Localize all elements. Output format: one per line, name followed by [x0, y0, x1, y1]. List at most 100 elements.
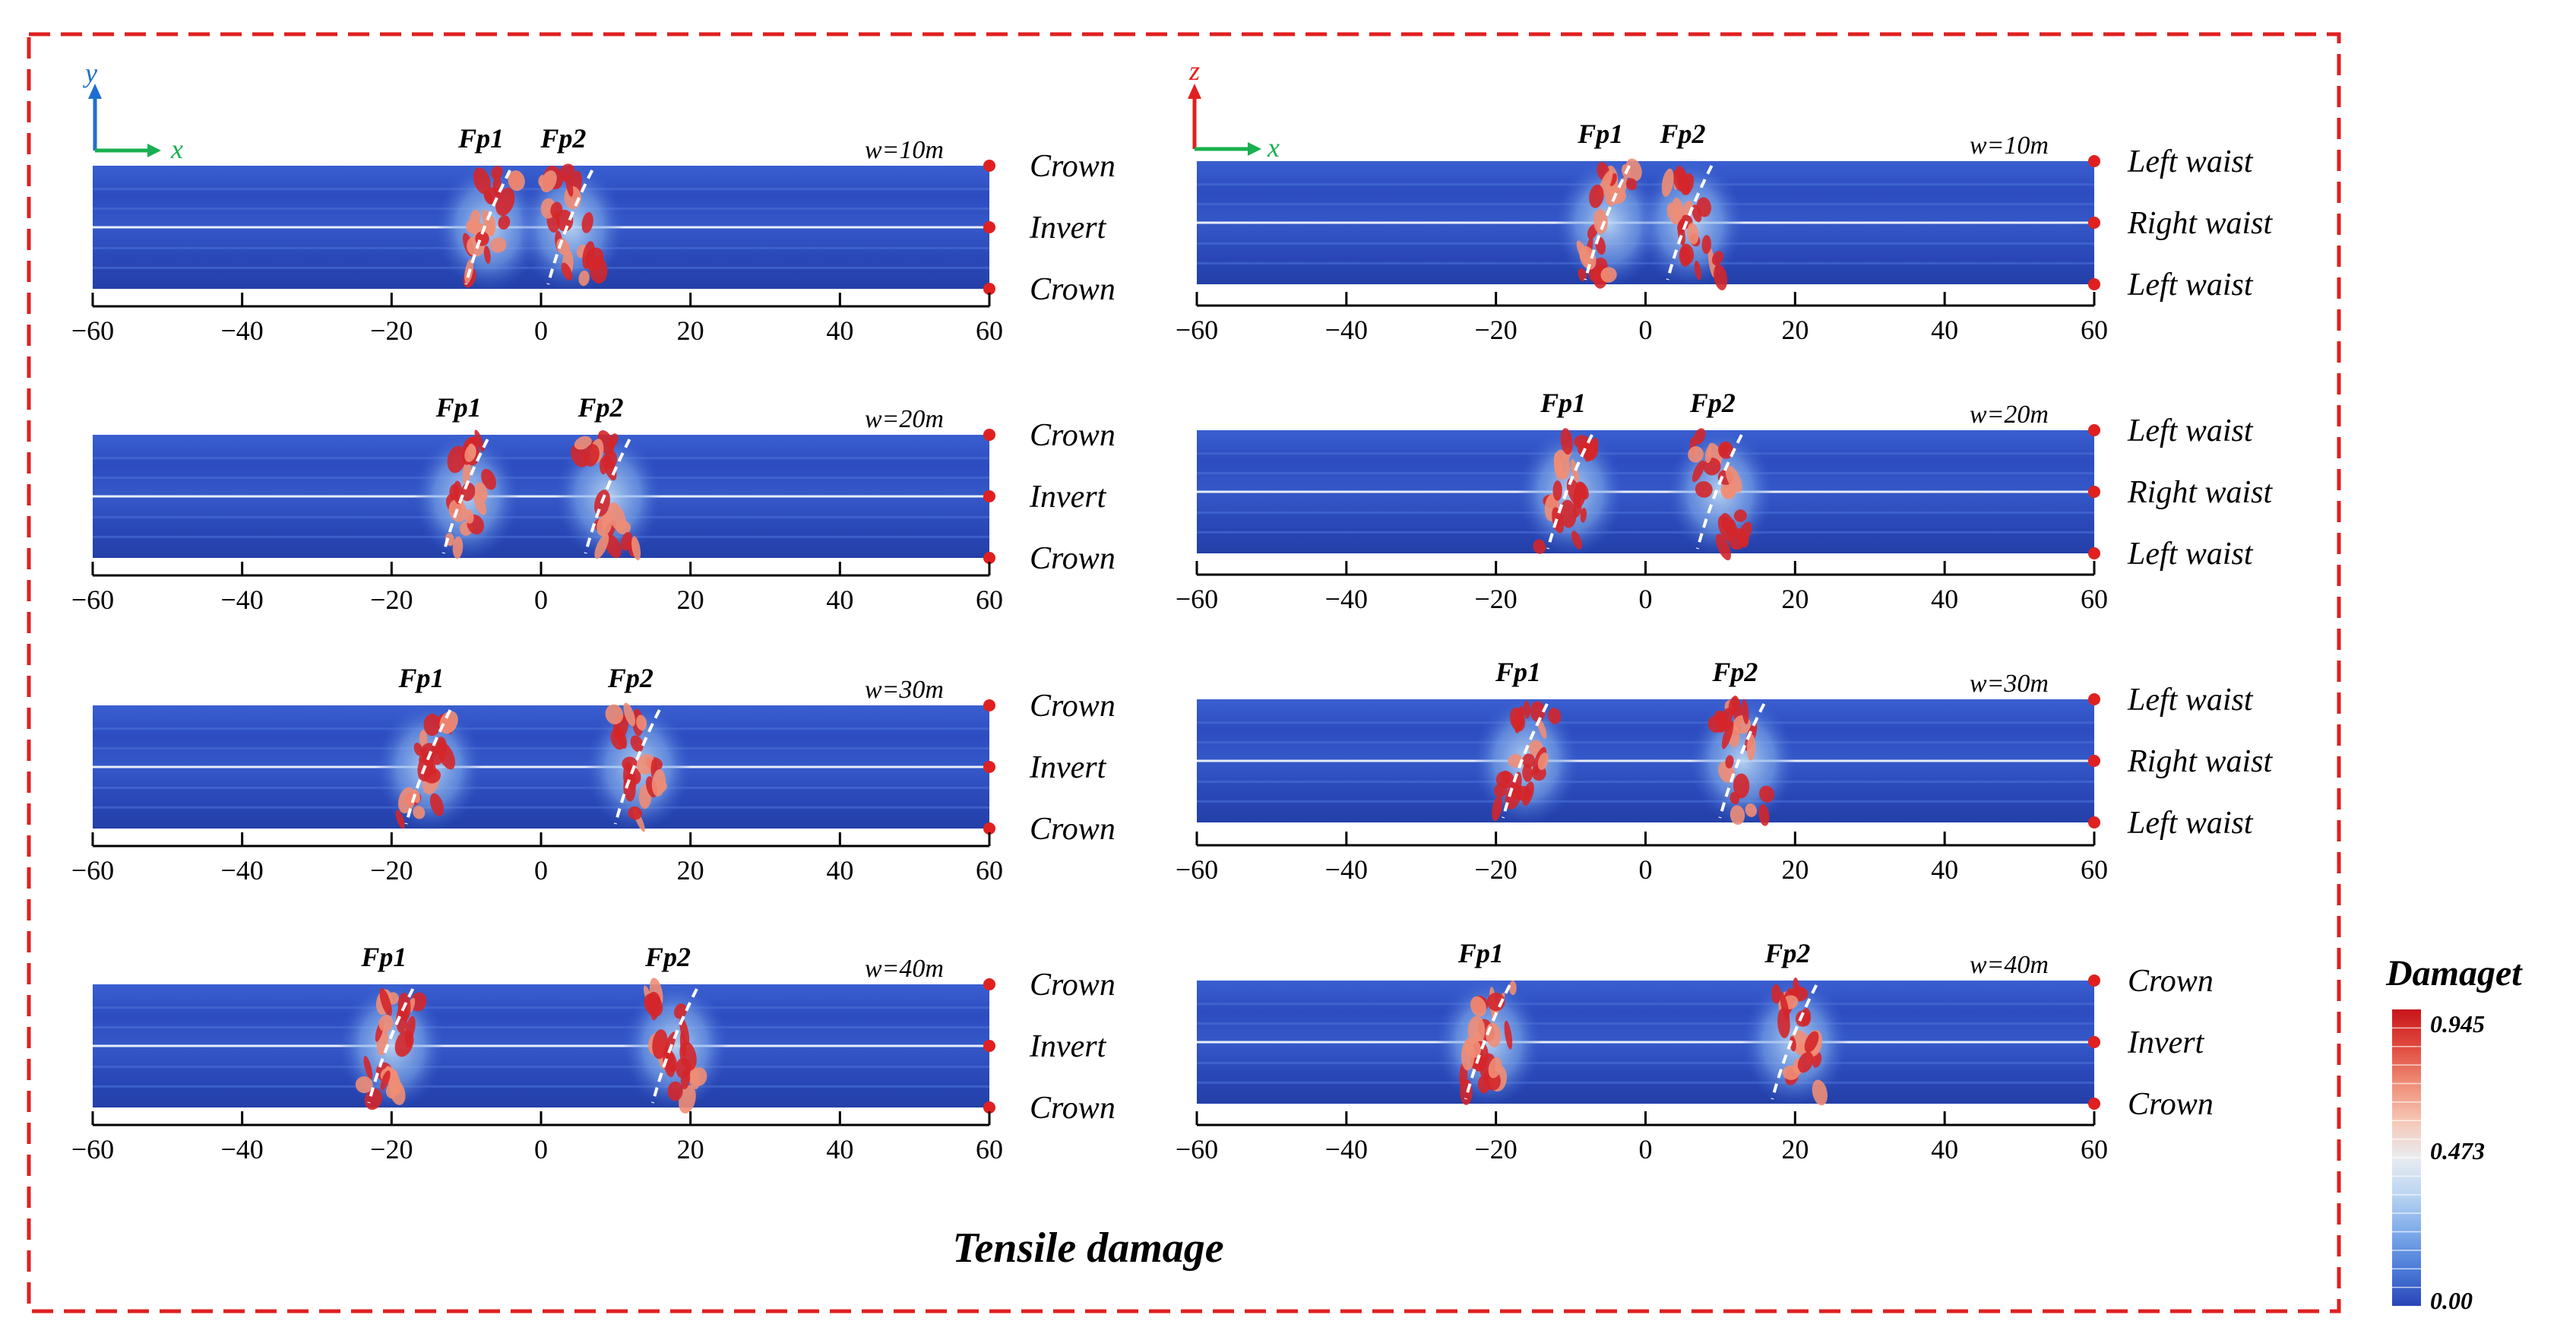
position-label: Crown: [1030, 1091, 1116, 1126]
axis-tick-label: −20: [1475, 854, 1517, 885]
axis-tick-label: 40: [1931, 584, 1958, 614]
axis-tick-label: 60: [976, 315, 1003, 346]
width-label: w=10m: [1970, 131, 2049, 160]
right-axis-indicator: z x: [1188, 55, 1280, 163]
damage-zone-fp1: [1473, 696, 1580, 825]
position-label: Left waist: [2127, 414, 2254, 448]
right-column-panel-2: Fp1 Fp2 w=20m Left waist Right waist Left wai…: [1176, 388, 2274, 614]
fp1-label: Fp1: [1457, 938, 1504, 968]
panels-layer: Fp1 Fp2 w=10m Crown Invert Crown −60 −40 −20 0 20 4…: [71, 119, 2274, 1164]
axis-tick-label: 20: [1781, 584, 1809, 614]
fracture-trace: [367, 988, 415, 1104]
position-label: Crown: [1030, 689, 1116, 724]
x-axis: −60 −40 −20 0 20 40 60: [71, 562, 1003, 615]
position-marker: [2088, 486, 2100, 498]
damage-zone-fp1: [1435, 978, 1542, 1107]
position-label: Crown: [2128, 1087, 2214, 1122]
axis-tick-label: −40: [1325, 584, 1368, 614]
axis-tick-label: −20: [1475, 315, 1517, 345]
position-marker: [2088, 1098, 2100, 1110]
axis-tick-label: 0: [1639, 315, 1653, 345]
damage-zone-fp1: [413, 429, 520, 561]
left-column-panel-4: Fp1 Fp2 w=40m Crown Invert Crown −60 −40 −20 0 20 4…: [71, 942, 1116, 1164]
damage-zone-fp2: [1742, 978, 1849, 1107]
fracture-trace: [441, 439, 489, 554]
position-marker: [983, 1040, 995, 1052]
position-label: Invert: [1029, 750, 1107, 785]
position-marker: [2088, 278, 2100, 290]
axis-tick-label: 20: [1781, 1134, 1809, 1164]
x-axis: −60 −40 −20 0 20 40 60: [1176, 832, 2108, 885]
axis-tick-label: −40: [1325, 854, 1368, 885]
position-marker: [2088, 424, 2100, 436]
position-marker: [983, 822, 995, 835]
axis-tick-label: 40: [1931, 315, 1958, 345]
axis-tick-label: 60: [2081, 315, 2108, 345]
position-marker: [2088, 547, 2100, 559]
damage-zone-fp2: [584, 702, 691, 832]
fp2-label: Fp2: [607, 663, 653, 693]
width-label: w=40m: [1970, 951, 2049, 979]
width-label: w=20m: [865, 405, 944, 433]
axis-tick-label: 40: [1931, 1134, 1958, 1164]
position-marker: [2088, 755, 2100, 767]
fracture-trace: [404, 709, 452, 825]
fp2-label: Fp2: [1711, 657, 1758, 687]
position-label: Crown: [2128, 964, 2214, 999]
axis-tick-label: −40: [221, 1134, 264, 1164]
position-label: Crown: [1030, 272, 1116, 307]
left-column-panel-3: Fp1 Fp2 w=30m Crown Invert Crown −60 −40 −20 0 20 4…: [71, 663, 1116, 886]
position-marker: [983, 1101, 995, 1114]
fracture-trace: [1546, 434, 1593, 550]
fp2-label: Fp2: [540, 123, 586, 154]
axis-tick-label: 0: [534, 1134, 548, 1164]
axis-tick-label: −20: [1475, 1134, 1517, 1164]
axis-tick-label: −60: [71, 855, 114, 886]
axis-tick-label: 0: [1639, 1134, 1653, 1164]
fp2-label: Fp2: [1689, 388, 1736, 418]
x-axis: −60 −40 −20 0 20 40 60: [71, 1111, 1003, 1164]
damage-zone-fp2: [622, 978, 729, 1114]
right-axis-horizontal-label: x: [1267, 132, 1280, 163]
x-axis: −60 −40 −20 0 20 40 60: [1176, 1111, 2108, 1164]
position-marker: [983, 699, 995, 711]
axis-tick-label: 60: [2081, 854, 2108, 885]
position-marker: [2088, 217, 2100, 229]
fp2-label: Fp2: [1764, 938, 1810, 968]
damage-zone-fp2: [555, 430, 662, 561]
damage-zone-fp1: [435, 163, 543, 292]
fracture-trace: [464, 170, 511, 285]
damage-zone-fp1: [375, 702, 483, 832]
axis-tick-label: −40: [221, 315, 264, 346]
position-label: Left waist: [2127, 268, 2254, 303]
fracture-trace: [1464, 984, 1511, 1100]
axis-tick-label: 40: [1931, 854, 1958, 885]
right-column-panel-4: Fp1 Fp2 w=40m Crown Invert Crown −60 −40 −20 0 20 4…: [1176, 938, 2214, 1164]
axis-tick-label: 0: [1639, 854, 1653, 885]
colorbar-max-label: 0.945: [2430, 1010, 2485, 1038]
axis-tick-label: 0: [534, 855, 548, 886]
axis-tick-label: 20: [1781, 315, 1809, 345]
axis-tick-label: 60: [976, 585, 1003, 615]
position-label: Invert: [1029, 1029, 1107, 1064]
axis-tick-label: −20: [370, 315, 413, 346]
axis-tick-label: 20: [677, 315, 704, 346]
axis-tick-label: −60: [1176, 854, 1218, 885]
position-label: Right waist: [2127, 744, 2274, 779]
left-axis-vertical-label: y: [83, 58, 97, 88]
position-marker: [2088, 1036, 2100, 1048]
axis-tick-label: −40: [1325, 315, 1368, 345]
axis-tick-label: 60: [976, 1134, 1003, 1164]
fp2-label: Fp2: [577, 392, 623, 423]
axis-tick-label: 60: [2081, 1134, 2108, 1164]
position-label: Invert: [1029, 480, 1107, 515]
axis-tick-label: 20: [677, 1134, 704, 1164]
damage-zone-fp2: [1666, 427, 1774, 561]
position-label: Crown: [1030, 418, 1116, 453]
position-label: Crown: [1030, 149, 1116, 184]
damage-zone-fp2: [517, 163, 625, 292]
width-label: w=10m: [865, 136, 944, 164]
position-marker: [983, 490, 995, 502]
axis-tick-label: 60: [2081, 584, 2108, 614]
